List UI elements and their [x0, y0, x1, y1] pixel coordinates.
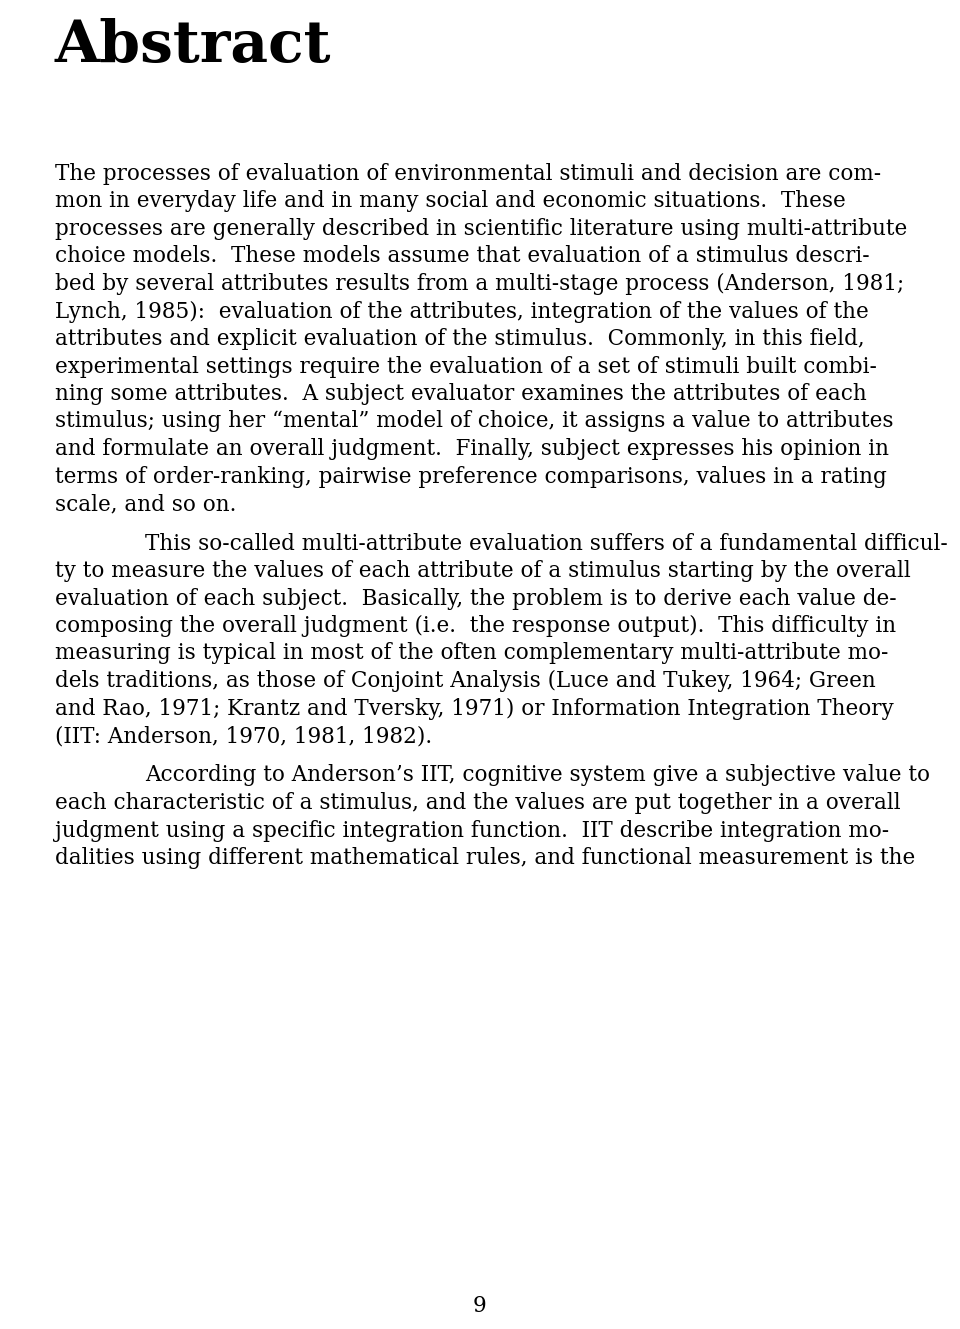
Text: dels traditions, as those of Conjoint Analysis (Luce and Tukey, 1964; Green: dels traditions, as those of Conjoint An…	[55, 670, 876, 692]
Text: and Rao, 1971; Krantz and Tversky, 1971) or Information Integration Theory: and Rao, 1971; Krantz and Tversky, 1971)…	[55, 698, 894, 719]
Text: and formulate an overall judgment.  Finally, subject expresses his opinion in: and formulate an overall judgment. Final…	[55, 439, 889, 460]
Text: (IIT: Anderson, 1970, 1981, 1982).: (IIT: Anderson, 1970, 1981, 1982).	[55, 726, 432, 747]
Text: processes are generally described in scientific literature using multi-attribute: processes are generally described in sci…	[55, 218, 907, 241]
Text: dalities using different mathematical rules, and functional measurement is the: dalities using different mathematical ru…	[55, 847, 915, 869]
Text: The processes of evaluation of environmental stimuli and decision are com-: The processes of evaluation of environme…	[55, 163, 881, 185]
Text: measuring is typical in most of the often complementary multi-attribute mo-: measuring is typical in most of the ofte…	[55, 642, 888, 664]
Text: This so-called multi-attribute evaluation suffers of a fundamental difficul-: This so-called multi-attribute evaluatio…	[145, 533, 948, 554]
Text: evaluation of each subject.  Basically, the problem is to derive each value de-: evaluation of each subject. Basically, t…	[55, 587, 897, 610]
Text: Lynch, 1985):  evaluation of the attributes, integration of the values of the: Lynch, 1985): evaluation of the attribut…	[55, 300, 869, 323]
Text: bed by several attributes results from a multi-stage process (Anderson, 1981;: bed by several attributes results from a…	[55, 272, 904, 295]
Text: composing the overall judgment (i.e.  the response output).  This difficulty in: composing the overall judgment (i.e. the…	[55, 615, 896, 637]
Text: terms of order-ranking, pairwise preference comparisons, values in a rating: terms of order-ranking, pairwise prefere…	[55, 465, 887, 488]
Text: choice models.  These models assume that evaluation of a stimulus descri-: choice models. These models assume that …	[55, 246, 870, 267]
Text: attributes and explicit evaluation of the stimulus.  Commonly, in this field,: attributes and explicit evaluation of th…	[55, 328, 865, 350]
Text: ning some attributes.  A subject evaluator examines the attributes of each: ning some attributes. A subject evaluato…	[55, 383, 867, 405]
Text: each characteristic of a stimulus, and the values are put together in a overall: each characteristic of a stimulus, and t…	[55, 792, 900, 813]
Text: Abstract: Abstract	[55, 19, 331, 74]
Text: According to Anderson’s IIT, cognitive system give a subjective value to: According to Anderson’s IIT, cognitive s…	[145, 764, 930, 787]
Text: mon in everyday life and in many social and economic situations.  These: mon in everyday life and in many social …	[55, 190, 846, 213]
Text: 9: 9	[473, 1294, 487, 1317]
Text: experimental settings require the evaluation of a set of stimuli built combi-: experimental settings require the evalua…	[55, 355, 876, 377]
Text: scale, and so on.: scale, and so on.	[55, 493, 236, 516]
Text: judgment using a specific integration function.  IIT describe integration mo-: judgment using a specific integration fu…	[55, 820, 889, 841]
Text: stimulus; using her “mental” model of choice, it assigns a value to attributes: stimulus; using her “mental” model of ch…	[55, 411, 894, 432]
Text: ty to measure the values of each attribute of a stimulus starting by the overall: ty to measure the values of each attribu…	[55, 560, 911, 582]
